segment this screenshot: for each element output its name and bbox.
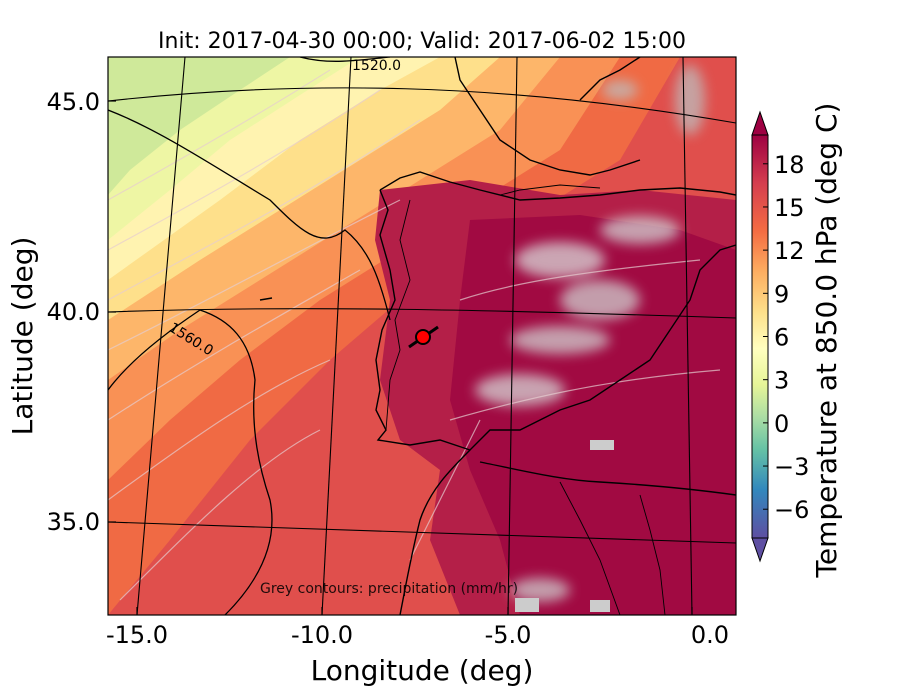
lat-tick-label: 40.0 [47, 298, 100, 326]
map-panel [108, 57, 736, 615]
colorbar-tick-label: 6 [774, 324, 789, 352]
isotherm-contours [108, 69, 721, 601]
colorbar-tick-label: −3 [774, 453, 809, 481]
colorbar-tick-label: 15 [774, 194, 805, 222]
lon-tick-label: -10.0 [291, 621, 353, 649]
colorbar-extend-min [751, 537, 769, 563]
lon-tick-label: 0.0 [691, 621, 729, 649]
lon-tick-label: -15.0 [106, 621, 168, 649]
colorbar-ticks: 18 15 12 9 6 3 0 −3 −6 [763, 151, 809, 524]
colorbar: 18 15 12 9 6 3 0 −3 −6 [751, 110, 809, 563]
station-marker-dot [415, 329, 431, 345]
graticule [108, 57, 736, 615]
lat-tick-label: 45.0 [47, 88, 100, 116]
borders [385, 184, 666, 615]
colorbar-extend-max [751, 110, 769, 136]
colorbar-tick-label: 3 [774, 367, 789, 395]
lat-tick-label: 35.0 [47, 508, 100, 536]
tick-marks [108, 100, 693, 615]
coastlines [259, 57, 736, 615]
y-axis-label: Latitude (deg) [6, 237, 39, 436]
station-marker [408, 325, 439, 349]
colorbar-tick-label: 0 [774, 410, 789, 438]
colorbar-tick-label: 12 [774, 237, 805, 265]
colorbar-tick-label: −6 [774, 496, 809, 524]
footnote: Grey contours: precipitation (mm/hr) [260, 581, 518, 597]
figure-title: Init: 2017-04-30 00:00; Valid: 2017-06-0… [158, 29, 686, 54]
lon-tick-label: -5.0 [485, 621, 532, 649]
colorbar-label: Temperature at 850.0 hPa (deg C) [810, 103, 843, 579]
x-axis-label: Longitude (deg) [311, 654, 534, 687]
colorbar-tick-label: 18 [774, 151, 805, 179]
map-frame [107, 56, 737, 616]
contour-label-1520: 1520.0 [352, 58, 401, 74]
colorbar-tick-label: 9 [774, 280, 789, 308]
